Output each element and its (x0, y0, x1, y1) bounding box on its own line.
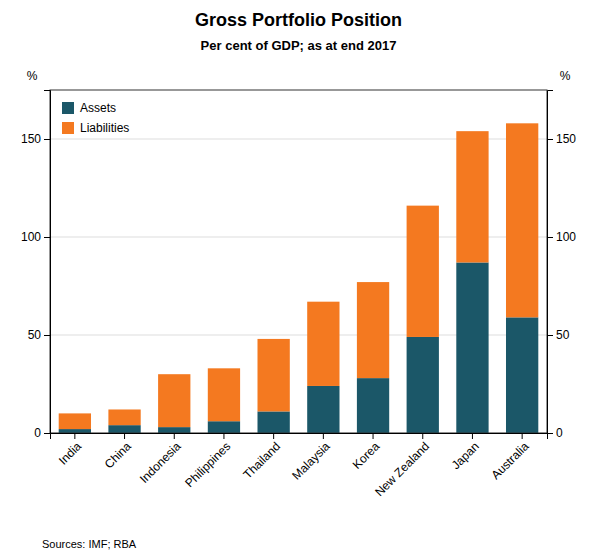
tick: Malaysia (289, 433, 333, 483)
tick: Australia (489, 433, 532, 482)
tick-label: Korea (350, 439, 383, 472)
tick-label: 0 (34, 426, 41, 440)
tick: India (56, 433, 85, 468)
bar (506, 317, 538, 433)
tick-mark (223, 433, 224, 439)
legend-item: Assets (62, 101, 116, 115)
bar (456, 131, 488, 262)
title: Gross Portfolio Position (195, 10, 402, 30)
bar (506, 123, 538, 317)
axis-domain (51, 434, 548, 440)
bar-series (59, 262, 539, 433)
tick: 50 (28, 328, 50, 342)
legend-swatch (62, 102, 74, 114)
tick-label: New Zealand (372, 439, 432, 499)
tick-label: 0 (556, 426, 563, 440)
tick-label: Philippines (182, 439, 233, 490)
axis-label: % (560, 69, 571, 83)
tick: 0 (547, 426, 563, 440)
plot: 0 50 100 150 0 50 100 150 India ChinaIndonesiaPhi… (21, 69, 576, 499)
plot-frame (50, 90, 547, 433)
tick-mark (547, 237, 553, 238)
bar (407, 206, 439, 337)
axis: 0 50 100 150 (547, 91, 576, 441)
tick-label: Thailand (241, 439, 283, 481)
bar (59, 429, 91, 433)
bar (357, 378, 389, 433)
tick-label: 100 (556, 230, 576, 244)
axis-domain (44, 91, 51, 434)
legend-swatch (62, 122, 74, 134)
tick: Korea (350, 433, 383, 472)
bar (456, 262, 488, 433)
bar (108, 425, 140, 433)
tick-mark (44, 335, 50, 336)
tick: 100 (21, 230, 50, 244)
tick-mark (422, 433, 423, 439)
bar-series (59, 123, 539, 429)
subtitle: Per cent of GDP; as at end 2017 (201, 38, 397, 53)
tick-label: Malaysia (289, 439, 333, 483)
bar (158, 374, 190, 427)
tick-mark (547, 139, 553, 140)
bar (208, 421, 240, 433)
tick-label: Japan (449, 439, 482, 472)
bar (407, 337, 439, 433)
tick: Japan (449, 433, 482, 472)
tick-mark (124, 433, 125, 439)
tick-label: Australia (489, 439, 532, 482)
source: Sources: IMF; RBA (42, 538, 137, 550)
tick: 150 (21, 132, 50, 146)
bar (158, 427, 190, 433)
tick-label: Indonesia (137, 439, 184, 486)
axis-label: % (27, 69, 38, 83)
tick-mark (44, 237, 50, 238)
tick-mark (44, 139, 50, 140)
tick-mark (44, 433, 50, 434)
tick: 0 (34, 426, 50, 440)
tick: 150 (547, 132, 576, 146)
chart: Gross Portfolio Position Per cent of GDP;… (0, 0, 597, 558)
legend-label: Liabilities (80, 121, 129, 135)
tick-mark (323, 433, 324, 439)
tick-mark (472, 433, 473, 439)
bar (257, 411, 289, 433)
tick-mark (174, 433, 175, 439)
bar (307, 302, 339, 386)
tick-mark (547, 335, 553, 336)
tick: 100 (547, 230, 576, 244)
tick-mark (273, 433, 274, 439)
axis: India ChinaIndonesiaPhilippinesThailandMa… (51, 433, 548, 499)
bar (59, 413, 91, 429)
tick-mark (74, 433, 75, 439)
axis-domain (548, 91, 554, 434)
tick-label: India (56, 439, 85, 468)
tick-label: 50 (28, 328, 42, 342)
bar (307, 386, 339, 433)
legend-item: Liabilities (62, 121, 129, 135)
tick: China (102, 433, 134, 471)
legend: Assets Liabilities (62, 101, 129, 135)
tick: Indonesia (137, 433, 184, 486)
bar (357, 282, 389, 378)
bar (257, 339, 289, 412)
legend-label: Assets (80, 101, 116, 115)
tick: Thailand (241, 433, 283, 482)
bars (59, 123, 539, 433)
tick-mark (522, 433, 523, 439)
tick-label: China (102, 439, 134, 471)
axis: 0 50 100 150 (21, 91, 51, 441)
tick-label: 50 (556, 328, 570, 342)
bar (108, 409, 140, 425)
bar (208, 368, 240, 421)
tick: Philippines (182, 433, 233, 490)
tick-label: 150 (21, 132, 41, 146)
tick-mark (373, 433, 374, 439)
tick-label: 100 (21, 230, 41, 244)
tick: 50 (547, 328, 570, 342)
tick: New Zealand (372, 433, 432, 499)
tick-label: 150 (556, 132, 576, 146)
